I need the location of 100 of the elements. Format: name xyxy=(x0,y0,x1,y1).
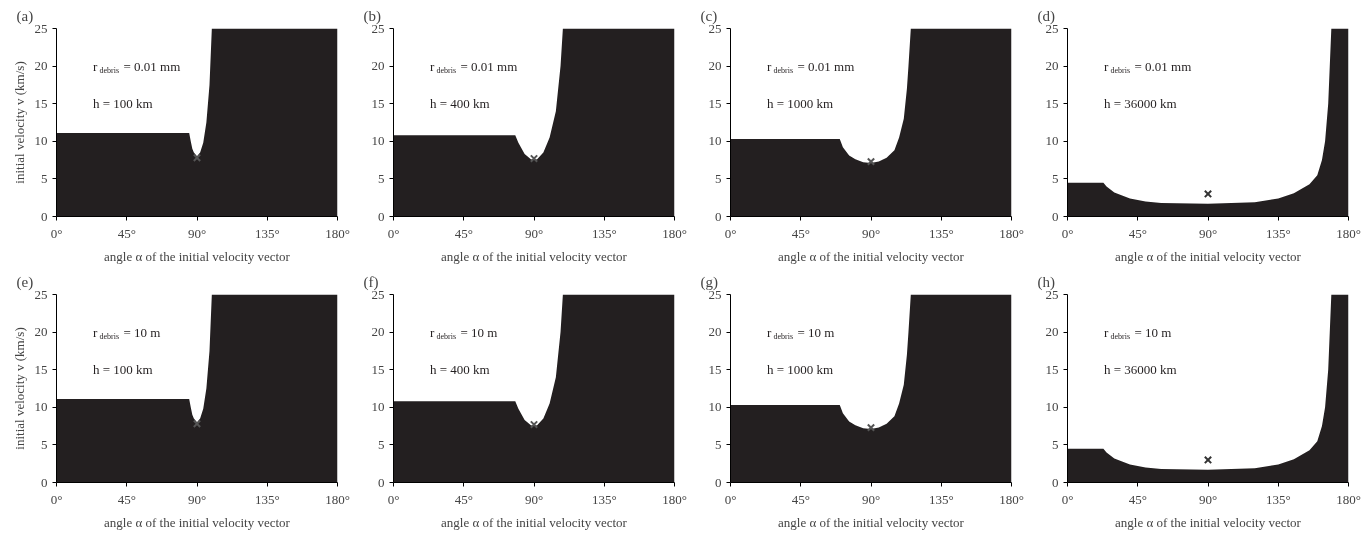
x-tick-label: 135° xyxy=(1265,491,1291,507)
x-axis-title: angle α of the initial velocity vector xyxy=(1115,248,1302,264)
y-tick-label: 10 xyxy=(34,399,48,415)
chart-title: (e) xyxy=(16,273,34,291)
annotation: h = 36000 km xyxy=(1104,362,1177,378)
x-tick-label: 0° xyxy=(1061,225,1074,241)
x-tick-label: 45° xyxy=(1128,225,1147,241)
x-tick-label: 0° xyxy=(50,225,63,241)
y-tick-label: 0 xyxy=(1052,474,1059,490)
x-tick-label: 180° xyxy=(1336,225,1361,241)
annotation: h = 400 km xyxy=(430,96,490,112)
annotation: h = 100 km xyxy=(93,362,153,378)
x-tick-label: 0° xyxy=(1061,491,1074,507)
annotation: h = 400 km xyxy=(430,362,490,378)
x-axis-title: angle α of the initial velocity vector xyxy=(104,514,291,530)
x-tick-label: 135° xyxy=(928,225,954,241)
x-tick-label: 45° xyxy=(1128,491,1147,507)
x-tick-label: 180° xyxy=(999,491,1024,507)
x-tick-label: 90° xyxy=(1198,225,1218,241)
y-tick-label: 5 xyxy=(41,170,48,186)
annotation: h = 1000 km xyxy=(767,362,834,378)
x-tick-label: 0° xyxy=(387,225,400,241)
y-tick-label: 15 xyxy=(371,361,385,377)
y-tick-label: 15 xyxy=(1045,95,1059,111)
x-tick-label: 180° xyxy=(999,225,1024,241)
y-tick-label: 20 xyxy=(371,324,385,340)
y-tick-label: 20 xyxy=(34,324,48,340)
y-tick-label: 5 xyxy=(1052,170,1059,186)
y-tick-label: 5 xyxy=(715,436,722,452)
x-axis-title: angle α of the initial velocity vector xyxy=(778,248,965,264)
annotation: h = 100 km xyxy=(93,96,153,112)
x-axis-title: angle α of the initial velocity vector xyxy=(778,514,965,530)
y-tick-label: 10 xyxy=(34,133,48,149)
annotation: h = 36000 km xyxy=(1104,96,1177,112)
y-tick-label: 20 xyxy=(34,58,48,74)
y-tick-label: 15 xyxy=(708,95,722,111)
x-tick-label: 45° xyxy=(454,225,473,241)
y-tick-label: 20 xyxy=(1045,58,1059,74)
y-axis-title: initial velocity v (km/s) xyxy=(11,61,27,184)
y-tick-label: 20 xyxy=(1045,324,1059,340)
x-tick-label: 45° xyxy=(791,225,810,241)
x-tick-label: 135° xyxy=(591,491,617,507)
y-tick-label: 0 xyxy=(378,208,385,224)
x-tick-label: 180° xyxy=(325,491,350,507)
annotation: h = 1000 km xyxy=(767,96,834,112)
x-axis-title: angle α of the initial velocity vector xyxy=(104,248,291,264)
x-tick-label: 180° xyxy=(1336,491,1361,507)
x-tick-label: 90° xyxy=(1198,491,1218,507)
x-tick-label: 45° xyxy=(791,491,810,507)
y-tick-label: 0 xyxy=(715,208,722,224)
x-tick-label: 180° xyxy=(662,491,687,507)
x-tick-label: 0° xyxy=(50,491,63,507)
y-tick-label: 20 xyxy=(708,58,722,74)
y-tick-label: 0 xyxy=(41,474,48,490)
x-tick-label: 90° xyxy=(861,491,881,507)
y-tick-label: 25 xyxy=(34,20,48,36)
y-tick-label: 25 xyxy=(34,286,48,302)
x-tick-label: 135° xyxy=(591,225,617,241)
y-tick-label: 10 xyxy=(1045,133,1059,149)
y-tick-label: 0 xyxy=(715,474,722,490)
x-tick-label: 45° xyxy=(117,491,136,507)
y-tick-label: 0 xyxy=(1052,208,1059,224)
x-tick-label: 0° xyxy=(724,491,737,507)
x-tick-label: 45° xyxy=(117,225,136,241)
chart-title: (a) xyxy=(16,7,34,25)
y-tick-label: 5 xyxy=(715,170,722,186)
x-tick-label: 90° xyxy=(187,491,207,507)
y-axis-title: initial velocity v (km/s) xyxy=(11,327,27,450)
x-tick-label: 45° xyxy=(454,491,473,507)
x-tick-label: 135° xyxy=(254,491,280,507)
x-tick-label: 90° xyxy=(187,225,207,241)
y-tick-label: 10 xyxy=(371,133,385,149)
y-tick-label: 15 xyxy=(708,361,722,377)
x-axis-title: angle α of the initial velocity vector xyxy=(1115,514,1302,530)
y-tick-label: 15 xyxy=(371,95,385,111)
y-tick-label: 0 xyxy=(41,208,48,224)
y-tick-label: 5 xyxy=(41,436,48,452)
x-tick-label: 0° xyxy=(724,225,737,241)
x-tick-label: 90° xyxy=(524,491,544,507)
x-tick-label: 135° xyxy=(928,491,954,507)
x-tick-label: 0° xyxy=(387,491,400,507)
y-tick-label: 5 xyxy=(378,170,385,186)
y-tick-label: 10 xyxy=(708,399,722,415)
y-tick-label: 20 xyxy=(371,58,385,74)
x-tick-label: 90° xyxy=(524,225,544,241)
y-tick-label: 10 xyxy=(708,133,722,149)
y-tick-label: 20 xyxy=(708,324,722,340)
x-axis-title: angle α of the initial velocity vector xyxy=(441,514,628,530)
y-tick-label: 15 xyxy=(34,95,48,111)
x-tick-label: 180° xyxy=(325,225,350,241)
x-tick-label: 135° xyxy=(1265,225,1291,241)
y-tick-label: 5 xyxy=(378,436,385,452)
y-tick-label: 15 xyxy=(1045,361,1059,377)
y-tick-label: 5 xyxy=(1052,436,1059,452)
y-tick-label: 10 xyxy=(1045,399,1059,415)
x-tick-label: 135° xyxy=(254,225,280,241)
y-tick-label: 0 xyxy=(378,474,385,490)
y-tick-label: 15 xyxy=(34,361,48,377)
x-tick-label: 180° xyxy=(662,225,687,241)
y-tick-label: 10 xyxy=(371,399,385,415)
